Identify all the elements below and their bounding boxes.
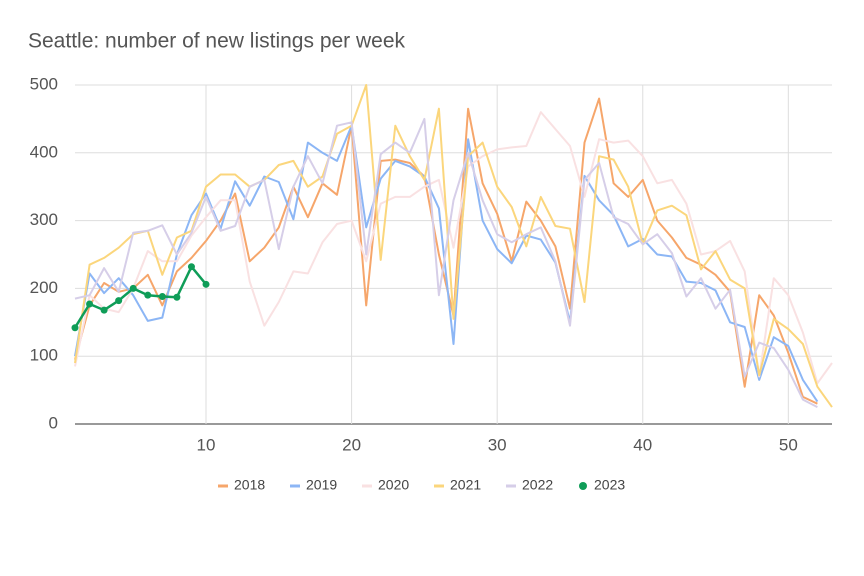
legend-marker — [579, 482, 587, 490]
legend-label: 2019 — [306, 477, 337, 493]
x-tick-label: 10 — [197, 435, 216, 454]
legend-label: 2018 — [234, 477, 265, 493]
y-tick-label: 100 — [30, 346, 58, 365]
y-tick-label: 300 — [30, 210, 58, 229]
y-tick-label: 200 — [30, 278, 58, 297]
point — [129, 284, 137, 292]
point — [71, 324, 79, 332]
series-line — [74, 124, 819, 403]
point — [202, 280, 210, 288]
series-line — [74, 84, 833, 408]
legend-label: 2020 — [378, 477, 409, 493]
legend-label: 2022 — [522, 477, 553, 493]
point — [115, 297, 123, 305]
x-tick-label: 20 — [342, 435, 361, 454]
point — [100, 306, 108, 314]
series-line — [73, 265, 207, 329]
y-tick-label: 0 — [49, 413, 58, 432]
x-tick-label: 50 — [779, 435, 798, 454]
x-tick-label: 30 — [488, 435, 507, 454]
point — [86, 300, 94, 308]
point — [158, 293, 166, 301]
x-tick-label: 40 — [633, 435, 652, 454]
point — [187, 263, 195, 271]
legend-label: 2023 — [594, 477, 625, 493]
point — [144, 291, 152, 299]
y-tick-label: 400 — [30, 142, 58, 161]
chart-title: Seattle: number of new listings per week — [28, 30, 406, 53]
point — [173, 293, 181, 301]
series-line — [74, 117, 818, 408]
legend-label: 2021 — [450, 477, 481, 493]
series-line — [74, 111, 833, 385]
y-tick-label: 500 — [30, 74, 58, 93]
